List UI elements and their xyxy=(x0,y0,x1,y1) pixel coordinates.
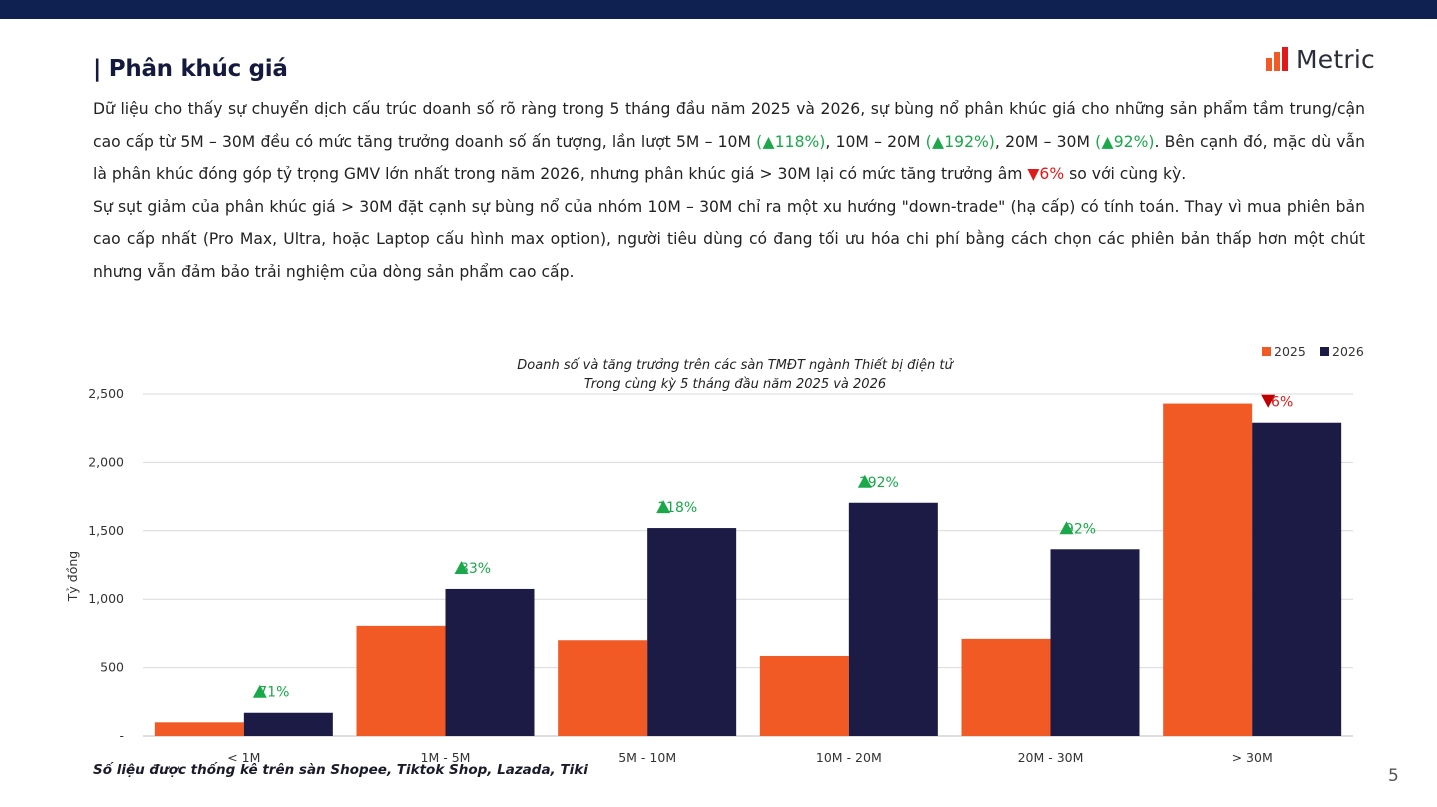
p1-text-b: , 10M – 20M xyxy=(825,132,926,151)
chart-legend: 2025 2026 xyxy=(1262,344,1364,359)
bar-2026 xyxy=(647,528,737,736)
legend-label: 2025 xyxy=(1274,344,1306,359)
x-tick-label: 10M - 20M xyxy=(816,750,882,765)
y-tick-label: 2,500 xyxy=(88,386,124,401)
bar-2025 xyxy=(759,655,849,736)
bar-2025 xyxy=(558,640,648,736)
revenue-chart: Doanh số và tăng trưởng trên các sàn TMĐ… xyxy=(65,344,1364,765)
y-axis-ticks: - 500 1,000 1,500 2,000 2,500 xyxy=(88,386,124,743)
y-tick-label: - xyxy=(119,728,124,743)
growth-label: 71% xyxy=(258,685,289,701)
metric-logo: Metric xyxy=(1266,44,1375,74)
x-tick-label: 5M - 10M xyxy=(618,750,676,765)
decline-highlight: ▼6% xyxy=(1027,165,1065,184)
growth-up-icon xyxy=(656,500,671,514)
growth-labels: 71% 33% 118% 192% 92% 6% xyxy=(252,394,1293,701)
growth-highlight: (▲118%) xyxy=(756,132,826,151)
growth-label: 118% xyxy=(657,500,697,516)
p1-text-a: Dữ liệu cho thấy sự chuyển dịch cấu trúc… xyxy=(93,100,1365,151)
x-tick-label: 20M - 30M xyxy=(1018,750,1084,765)
analysis-text: Dữ liệu cho thấy sự chuyển dịch cấu trúc… xyxy=(93,93,1365,289)
grid-lines xyxy=(143,393,1353,737)
growth-up-icon xyxy=(454,560,469,574)
growth-label: 6% xyxy=(1271,395,1293,411)
growth-up-icon xyxy=(1059,521,1074,535)
top-bar xyxy=(0,0,1437,19)
growth-label: 192% xyxy=(859,475,899,491)
bar-2026 xyxy=(1252,422,1342,736)
x-tick-label: < 1M xyxy=(227,750,260,765)
bar-2026 xyxy=(445,588,535,736)
y-tick-label: 500 xyxy=(100,660,124,675)
p1-text-c: , 20M – 30M xyxy=(994,132,1096,151)
section-title: | Phân khúc giá xyxy=(93,56,288,82)
y-tick-label: 1,500 xyxy=(88,523,124,538)
growth-up-icon xyxy=(857,474,872,488)
growth-highlight: (▲92%) xyxy=(1095,132,1155,151)
bar-2025 xyxy=(154,722,244,736)
y-axis-label: Tỷ đồng xyxy=(65,551,80,602)
bar-2026 xyxy=(848,502,938,736)
bar-2025 xyxy=(961,638,1051,736)
bar-2025 xyxy=(1163,403,1253,736)
y-tick-label: 1,000 xyxy=(88,591,124,606)
page-number: 5 xyxy=(1388,766,1399,786)
bar-2025 xyxy=(356,625,446,736)
growth-label: 33% xyxy=(460,561,491,577)
bars xyxy=(154,403,1342,736)
x-tick-label: 1M - 5M xyxy=(421,750,471,765)
y-tick-label: 2,000 xyxy=(88,454,124,469)
legend-swatch-2026 xyxy=(1320,347,1329,356)
paragraph-1: Dữ liệu cho thấy sự chuyển dịch cấu trúc… xyxy=(93,93,1365,191)
source-footnote: Số liệu được thống kê trên sàn Shopee, T… xyxy=(93,762,588,778)
bar-2026 xyxy=(243,712,333,736)
growth-down-icon xyxy=(1261,394,1276,408)
growth-label: 92% xyxy=(1065,521,1096,537)
x-axis-ticks: < 1M 1M - 5M 5M - 10M 10M - 20M 20M - 30M > 3… xyxy=(227,750,1272,765)
p1-text-e: so với cùng kỳ. xyxy=(1064,165,1187,184)
p1-text-d: . Bên cạnh đó, mặc dù vẫn là phân khúc đ… xyxy=(93,132,1365,184)
x-tick-label: > 30M xyxy=(1232,750,1273,765)
legend-swatch-2025 xyxy=(1262,347,1271,356)
legend-label: 2026 xyxy=(1332,344,1364,359)
bar-chart-logo-icon xyxy=(1266,47,1290,71)
logo-text: Metric xyxy=(1296,44,1375,74)
growth-up-icon xyxy=(252,684,267,698)
chart-title: Doanh số và tăng trưởng trên các sàn TMĐ… xyxy=(517,358,954,373)
chart-subtitle: Trong cùng kỳ 5 tháng đầu năm 2025 và 20… xyxy=(584,377,886,392)
paragraph-2: Sự sụt giảm của phân khúc giá > 30M đặt … xyxy=(93,197,1365,281)
growth-highlight: (▲192%) xyxy=(925,132,995,151)
bar-2026 xyxy=(1050,549,1140,736)
